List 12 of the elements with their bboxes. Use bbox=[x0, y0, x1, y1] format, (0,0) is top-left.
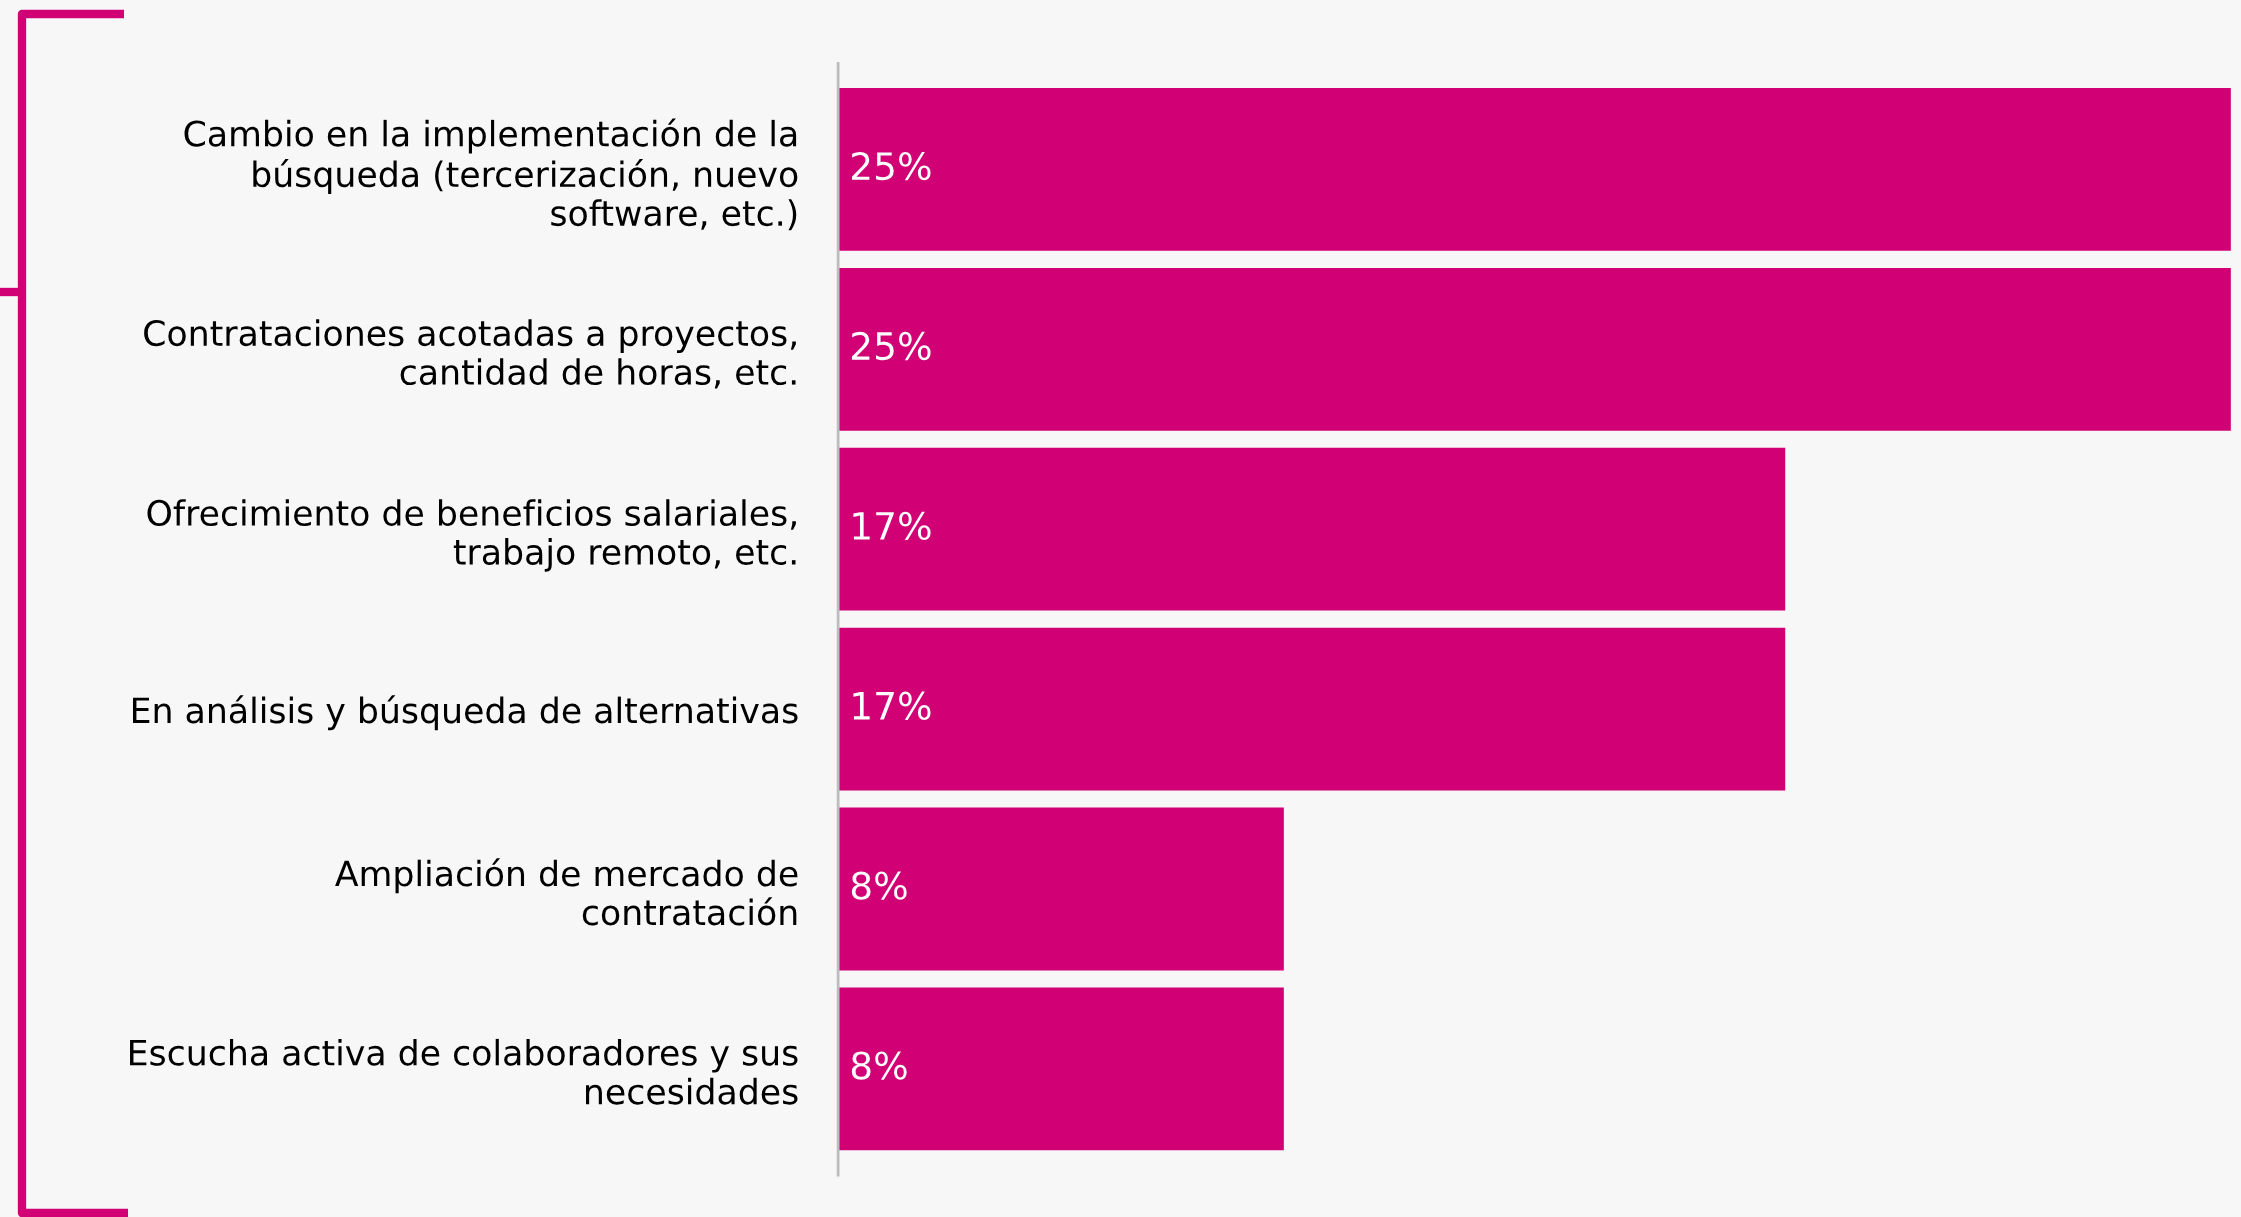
data-label: 8% bbox=[851, 871, 907, 900]
y-tick-label: Ofrecimiento de beneficios salariales, trabajo remoto, etc. bbox=[147, 499, 796, 572]
y-tick-label: Escucha activa de colaboradores y sus necesidades bbox=[130, 1038, 798, 1105]
data-label: 8% bbox=[851, 1051, 907, 1080]
y-tick-label: Ampliación de mercado de contratación bbox=[335, 858, 798, 926]
y-tick-label: Cambio en la implementación de la búsqueda (tercerización, nuevo software, etc.) bbox=[184, 118, 798, 231]
data-label: 17% bbox=[853, 691, 931, 720]
y-tick-label: Contrataciones acotadas a proyectos, cantidad de horas, etc. bbox=[144, 319, 796, 389]
y-tick-label: En análisis y búsqueda de alternativas bbox=[133, 695, 798, 731]
data-label: 17% bbox=[853, 511, 931, 541]
data-label: 25% bbox=[852, 331, 931, 361]
data-label: 25% bbox=[852, 151, 931, 181]
